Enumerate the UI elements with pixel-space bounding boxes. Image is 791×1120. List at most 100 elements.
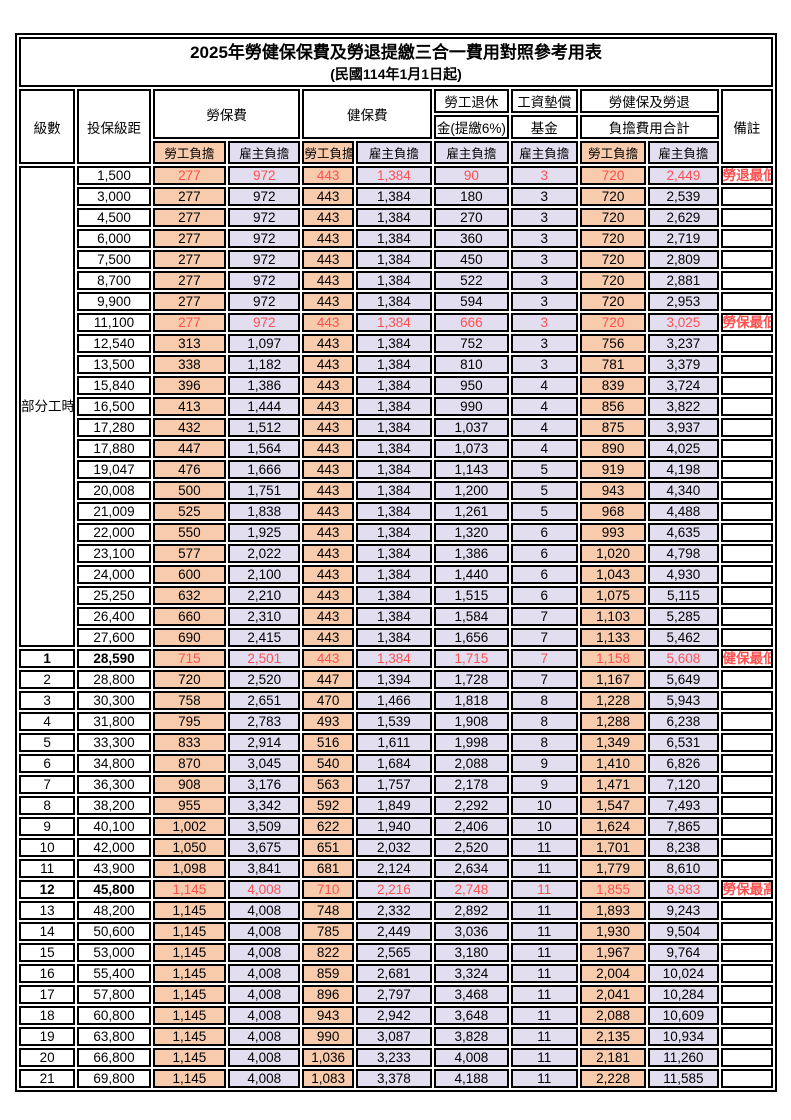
fee-value-cell: 1,075 — [579, 586, 647, 605]
page-subtitle: (民國114年1月1日起) — [330, 65, 462, 82]
salary-bracket-cell: 42,000 — [77, 838, 151, 857]
fee-value-cell: 11 — [510, 1048, 578, 1067]
fee-value-cell: 1,320 — [434, 523, 509, 542]
fee-value-cell: 493 — [302, 712, 354, 731]
fee-value-cell: 338 — [152, 355, 227, 374]
fee-value-cell: 443 — [302, 397, 354, 416]
table-row: 6,000 277 972 443 1,384 360 3 720 2,719 — [19, 229, 773, 248]
salary-bracket-cell: 27,600 — [77, 628, 151, 647]
note-cell — [720, 607, 773, 626]
fee-value-cell: 443 — [302, 271, 354, 290]
level-cell: 1 — [19, 649, 76, 668]
fee-value-cell: 1,384 — [355, 271, 433, 290]
fee-value-cell: 443 — [302, 250, 354, 269]
fee-value-cell: 1,133 — [579, 628, 647, 647]
fee-value-cell: 1,158 — [579, 649, 647, 668]
fee-value-cell: 443 — [302, 418, 354, 437]
fee-value-cell: 277 — [152, 208, 227, 227]
note-cell — [720, 754, 773, 773]
fee-value-cell: 2,634 — [434, 859, 509, 878]
table-row: 6 34,800 870 3,045 540 1,684 2,088 9 1,410 6,826 — [19, 754, 773, 773]
fee-value-cell: 1,728 — [434, 670, 509, 689]
salary-bracket-cell: 19,047 — [77, 460, 151, 479]
fee-value-cell: 795 — [152, 712, 227, 731]
salary-bracket-cell: 23,100 — [77, 544, 151, 563]
fee-value-cell: 8,610 — [648, 859, 719, 878]
fee-value-cell: 11 — [510, 922, 578, 941]
fee-value-cell: 443 — [302, 649, 354, 668]
note-cell — [720, 565, 773, 584]
fee-value-cell: 5 — [510, 502, 578, 521]
note-cell: 健保最低級距 — [720, 649, 773, 668]
header-wage-fund-line2: 基金 — [510, 115, 578, 139]
fee-value-cell: 3,180 — [434, 943, 509, 962]
salary-bracket-cell: 30,300 — [77, 691, 151, 710]
fee-value-cell: 10,934 — [648, 1027, 719, 1046]
fee-value-cell: 3 — [510, 166, 578, 185]
fee-value-cell: 11 — [510, 964, 578, 983]
fee-value-cell: 1,384 — [355, 481, 433, 500]
fee-value-cell: 2,004 — [579, 964, 647, 983]
level-cell: 9 — [19, 817, 76, 836]
fee-value-cell: 1,394 — [355, 670, 433, 689]
fee-value-cell: 443 — [302, 292, 354, 311]
table-row: 8 38,200 955 3,342 592 1,849 2,292 10 1,547 7,493 — [19, 796, 773, 815]
table-row: 17 57,800 1,145 4,008 896 2,797 3,468 11 2,041 10… — [19, 985, 773, 1004]
fee-value-cell: 720 — [579, 313, 647, 332]
fee-value-cell: 660 — [152, 607, 227, 626]
fee-value-cell: 1,143 — [434, 460, 509, 479]
fee-value-cell: 443 — [302, 481, 354, 500]
header-health-insurance: 健保費 — [302, 89, 433, 139]
fee-value-cell: 2,501 — [228, 649, 301, 668]
fee-value-cell: 1,145 — [152, 943, 227, 962]
salary-bracket-cell: 28,800 — [77, 670, 151, 689]
fee-value-cell: 1,145 — [152, 1027, 227, 1046]
fee-value-cell: 2,022 — [228, 544, 301, 563]
salary-bracket-cell: 34,800 — [77, 754, 151, 773]
table-row: 21,009 525 1,838 443 1,384 1,261 5 968 4,488 — [19, 502, 773, 521]
fee-value-cell: 756 — [579, 334, 647, 353]
fee-value-cell: 11 — [510, 1069, 578, 1088]
level-cell: 5 — [19, 733, 76, 752]
fee-value-cell: 9 — [510, 754, 578, 773]
fee-value-cell: 277 — [152, 292, 227, 311]
fee-value-cell: 2,332 — [355, 901, 433, 920]
fee-value-cell: 3,828 — [434, 1027, 509, 1046]
fee-value-cell: 1,757 — [355, 775, 433, 794]
fee-value-cell: 4,008 — [228, 985, 301, 1004]
fee-value-cell: 443 — [302, 187, 354, 206]
fee-value-cell: 1,200 — [434, 481, 509, 500]
fee-value-cell: 432 — [152, 418, 227, 437]
fee-value-cell: 2,449 — [355, 922, 433, 941]
fee-value-cell: 11,260 — [648, 1048, 719, 1067]
salary-bracket-cell: 55,400 — [77, 964, 151, 983]
fee-value-cell: 1,384 — [355, 586, 433, 605]
fee-value-cell: 10,284 — [648, 985, 719, 1004]
fee-value-cell: 2,181 — [579, 1048, 647, 1067]
fee-value-cell: 1,584 — [434, 607, 509, 626]
fee-value-cell: 810 — [434, 355, 509, 374]
fee-value-cell: 5,115 — [648, 586, 719, 605]
salary-bracket-cell: 60,800 — [77, 1006, 151, 1025]
salary-bracket-cell: 4,500 — [77, 208, 151, 227]
salary-bracket-cell: 48,200 — [77, 901, 151, 920]
fee-value-cell: 522 — [434, 271, 509, 290]
fee-value-cell: 1,384 — [355, 649, 433, 668]
fee-value-cell: 600 — [152, 565, 227, 584]
fee-value-cell: 11 — [510, 985, 578, 1004]
note-cell — [720, 922, 773, 941]
fee-value-cell: 1,002 — [152, 817, 227, 836]
table-row: 27,600 690 2,415 443 1,384 1,656 7 1,133 5,462 — [19, 628, 773, 647]
fee-value-cell: 10 — [510, 817, 578, 836]
fee-value-cell: 9 — [510, 775, 578, 794]
fee-value-cell: 4,008 — [228, 1048, 301, 1067]
fee-value-cell: 3,087 — [355, 1027, 433, 1046]
fee-value-cell: 990 — [302, 1027, 354, 1046]
fee-value-cell: 8,238 — [648, 838, 719, 857]
fee-value-cell: 3,378 — [355, 1069, 433, 1088]
note-cell — [720, 460, 773, 479]
fee-value-cell: 720 — [579, 187, 647, 206]
salary-bracket-cell: 69,800 — [77, 1069, 151, 1088]
salary-bracket-cell: 17,880 — [77, 439, 151, 458]
